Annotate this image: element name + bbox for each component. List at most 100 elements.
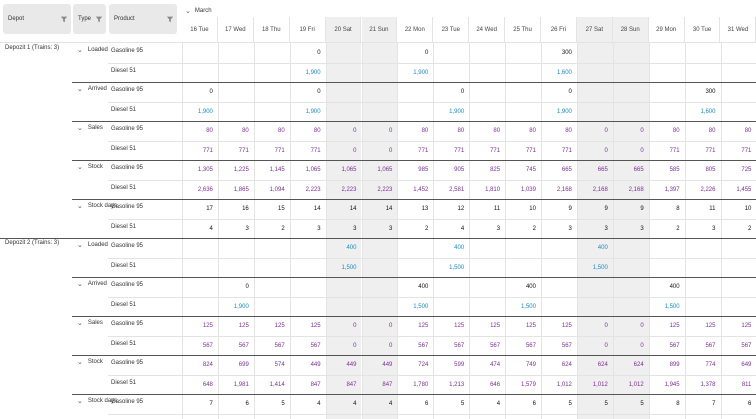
- data-cell[interactable]: [613, 44, 649, 62]
- data-cell[interactable]: 125: [705, 323, 716, 329]
- data-cell[interactable]: 2,636: [197, 186, 213, 193]
- data-cell[interactable]: [182, 298, 218, 316]
- data-cell[interactable]: 474: [490, 362, 501, 368]
- data-cell[interactable]: 400: [525, 284, 536, 290]
- data-cell[interactable]: 567: [741, 342, 752, 349]
- data-cell[interactable]: 585: [669, 167, 680, 173]
- data-cell[interactable]: 1,600: [700, 108, 716, 115]
- day-header[interactable]: 17 Wed: [218, 17, 254, 43]
- day-header[interactable]: 23 Tue: [433, 17, 470, 43]
- data-cell[interactable]: [254, 103, 290, 121]
- data-cell[interactable]: [685, 278, 721, 296]
- data-cell[interactable]: 771: [561, 147, 572, 154]
- day-header[interactable]: 22 Mon: [397, 17, 434, 43]
- data-cell[interactable]: 905: [454, 167, 465, 173]
- data-cell[interactable]: [254, 278, 290, 296]
- data-cell[interactable]: 449: [310, 362, 321, 368]
- data-cell[interactable]: 5: [281, 401, 285, 407]
- day-header[interactable]: 21 Sun: [361, 17, 398, 43]
- data-cell[interactable]: 7: [712, 401, 716, 407]
- data-cell[interactable]: 805: [705, 167, 716, 173]
- data-cell[interactable]: 665: [633, 167, 644, 173]
- data-cell[interactable]: 1,900: [449, 108, 465, 115]
- data-cell[interactable]: 0: [389, 342, 393, 349]
- data-cell[interactable]: 567: [274, 342, 285, 349]
- data-cell[interactable]: 1,397: [664, 186, 680, 193]
- data-cell[interactable]: 665: [597, 167, 608, 173]
- data-cell[interactable]: [541, 298, 577, 316]
- data-cell[interactable]: 771: [741, 147, 752, 154]
- data-cell[interactable]: 1,305: [197, 167, 213, 173]
- data-cell[interactable]: 3: [604, 225, 608, 232]
- data-cell[interactable]: [685, 239, 721, 257]
- data-cell[interactable]: 1,865: [233, 186, 249, 193]
- data-cell[interactable]: 1,900: [556, 108, 572, 115]
- data-cell[interactable]: 8: [676, 401, 680, 407]
- data-cell[interactable]: [182, 259, 218, 277]
- data-cell[interactable]: 2,223: [305, 186, 321, 193]
- data-cell[interactable]: 80: [242, 128, 249, 134]
- data-cell[interactable]: 0: [604, 323, 608, 329]
- data-cell[interactable]: [290, 278, 326, 296]
- data-cell[interactable]: 1,065: [341, 167, 357, 173]
- data-cell[interactable]: 16: [242, 206, 249, 212]
- data-cell[interactable]: [577, 298, 613, 316]
- data-cell[interactable]: 2: [748, 225, 752, 232]
- data-cell[interactable]: 811: [741, 381, 752, 388]
- data-cell[interactable]: [505, 239, 541, 257]
- data-cell[interactable]: 567: [490, 342, 501, 349]
- data-cell[interactable]: 0: [604, 342, 608, 349]
- data-cell[interactable]: 1,900: [305, 69, 321, 76]
- data-cell[interactable]: [469, 64, 505, 82]
- data-cell[interactable]: [613, 239, 649, 257]
- data-cell[interactable]: [469, 44, 505, 62]
- data-cell[interactable]: 0: [389, 323, 393, 329]
- depot-filter-button[interactable]: Depot: [3, 4, 71, 34]
- month-header[interactable]: ⌄ March: [185, 6, 212, 16]
- data-cell[interactable]: [505, 44, 541, 62]
- data-cell[interactable]: 4: [397, 415, 433, 419]
- data-cell[interactable]: 2: [182, 415, 218, 419]
- data-cell[interactable]: 624: [597, 362, 608, 368]
- data-cell[interactable]: [613, 103, 649, 121]
- type-row-header[interactable]: ⌄ Arrived: [77, 278, 107, 290]
- data-cell[interactable]: 1,900: [305, 108, 321, 115]
- data-cell[interactable]: [326, 298, 362, 316]
- data-cell[interactable]: 1,039: [520, 186, 536, 193]
- data-cell[interactable]: [218, 64, 254, 82]
- data-cell[interactable]: 567: [669, 342, 680, 349]
- data-cell[interactable]: [326, 83, 362, 101]
- data-cell[interactable]: [433, 278, 469, 296]
- data-cell[interactable]: 3: [254, 415, 290, 419]
- data-cell[interactable]: [541, 259, 577, 277]
- data-cell[interactable]: 985: [418, 167, 429, 173]
- data-cell[interactable]: 2,223: [377, 186, 393, 193]
- data-cell[interactable]: [613, 83, 649, 101]
- data-cell[interactable]: 9: [568, 206, 572, 212]
- data-cell[interactable]: 2: [362, 415, 398, 419]
- type-row-header[interactable]: ⌄ Sales: [77, 122, 103, 134]
- data-cell[interactable]: [685, 259, 721, 277]
- data-cell[interactable]: 80: [457, 128, 465, 134]
- data-cell[interactable]: 0: [353, 147, 357, 154]
- data-cell[interactable]: 1,012: [628, 381, 644, 388]
- data-cell[interactable]: 2,168: [592, 186, 608, 193]
- data-cell[interactable]: 1,900: [197, 108, 213, 115]
- data-cell[interactable]: 771: [705, 147, 716, 154]
- data-cell[interactable]: 0: [460, 89, 465, 95]
- data-cell[interactable]: [397, 83, 433, 101]
- day-header[interactable]: 24 Wed: [469, 17, 506, 43]
- data-cell[interactable]: 4: [353, 401, 357, 407]
- data-cell[interactable]: [218, 239, 254, 257]
- data-cell[interactable]: 2,168: [556, 186, 572, 193]
- data-cell[interactable]: 771: [202, 147, 213, 154]
- data-cell[interactable]: 771: [490, 147, 501, 154]
- data-cell[interactable]: [649, 103, 685, 121]
- data-cell[interactable]: [362, 83, 398, 101]
- data-cell[interactable]: 1,225: [233, 167, 249, 173]
- data-cell[interactable]: 0: [245, 284, 249, 290]
- data-cell[interactable]: [362, 259, 398, 277]
- type-row-header[interactable]: ⌄ Sales: [77, 317, 103, 329]
- data-cell[interactable]: [254, 83, 290, 101]
- data-cell[interactable]: 0: [604, 128, 608, 134]
